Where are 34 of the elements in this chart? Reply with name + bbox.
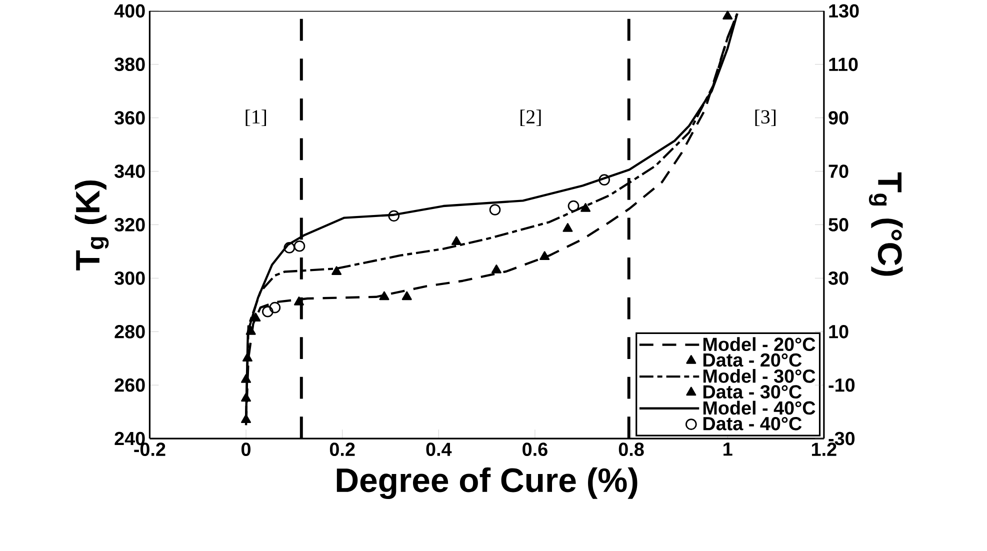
y2-tick-label: 50 xyxy=(828,218,848,232)
y2-tick-label: 30 xyxy=(828,272,848,285)
y2-axis-title: T$_{g}$ (°C) xyxy=(868,172,903,276)
annotation: [3] xyxy=(755,110,776,126)
x-axis-title: Degree of Cure (%) xyxy=(336,467,638,500)
y-tick-label: 340 xyxy=(114,164,145,178)
annotation: [2] xyxy=(520,110,541,126)
legend-label: Data - 40°C xyxy=(703,417,802,430)
x-tick-label: 1 xyxy=(724,442,732,456)
x-tick-label: 0.2 xyxy=(330,442,355,456)
x-tick-label: 0 xyxy=(242,442,250,456)
annotation: [1] xyxy=(246,110,266,126)
y-tick-label: 380 xyxy=(114,58,145,72)
y2-tick-label: 90 xyxy=(828,111,848,125)
y2-tick-label: 110 xyxy=(829,58,858,72)
y2-tick-label: 130 xyxy=(829,4,859,18)
y2-tick-label: 10 xyxy=(829,324,848,338)
x-tick-label: 0.4 xyxy=(426,442,452,456)
legend-label: Model - 20°C xyxy=(703,337,816,352)
y-tick-label: 260 xyxy=(114,378,145,392)
x-tick-label: 0.8 xyxy=(618,442,644,456)
y-tick-label: 360 xyxy=(114,111,145,125)
legend-label: Data - 30°C xyxy=(703,385,802,399)
x-tick-label: 0.6 xyxy=(522,442,548,456)
y-axis-title: T$_{g}$ (K) xyxy=(74,180,109,270)
legend-label: Data - 20°C xyxy=(703,353,802,367)
y2-tick-label: -10 xyxy=(828,378,855,392)
y2-tick-label: 70 xyxy=(828,164,848,178)
y-tick-label: 300 xyxy=(114,272,145,285)
legend-label: Model - 30°C xyxy=(703,369,816,383)
legend-label: Model - 40°C xyxy=(703,400,816,415)
y-tick-label: 280 xyxy=(114,324,145,338)
y-tick-label: 320 xyxy=(114,218,145,232)
y-tick-label: 400 xyxy=(114,4,145,18)
